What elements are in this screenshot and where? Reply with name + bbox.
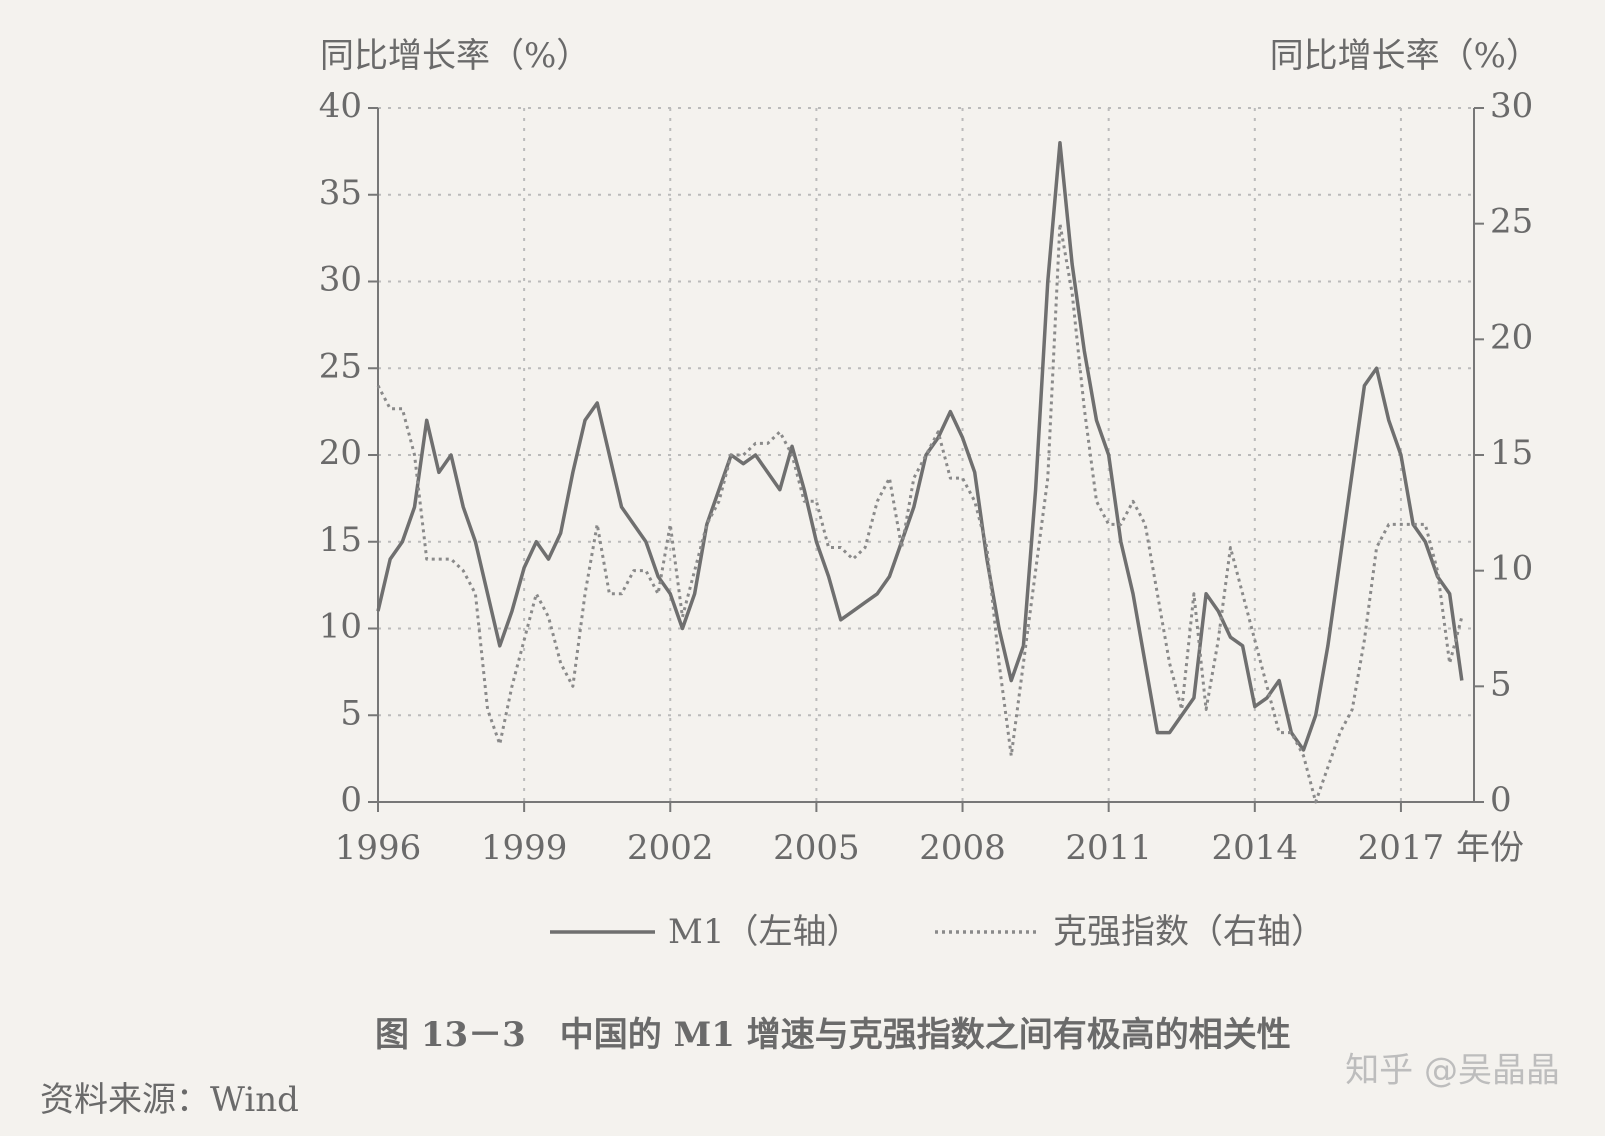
legend-label: M1（左轴） <box>668 912 860 952</box>
y2-tick-label: 15 <box>1490 433 1533 473</box>
x-tick-label: 2005 <box>773 828 860 868</box>
x-tick-label: 1999 <box>481 828 568 868</box>
x-tick-label: 2002 <box>627 828 714 868</box>
series-line <box>376 140 1464 752</box>
y-tick-label: 30 <box>319 260 362 300</box>
y-tick-label: 25 <box>319 346 362 386</box>
y2-tick-label: 0 <box>1490 780 1512 820</box>
series-line <box>376 222 1464 804</box>
y-tick-label: 20 <box>319 433 362 473</box>
source: 资料来源：Wind <box>40 1080 299 1120</box>
legend-label: 克强指数（右轴） <box>1053 912 1325 952</box>
y-axis-label: 同比增长率（%） <box>320 36 590 76</box>
y2-tick-label: 20 <box>1490 317 1533 357</box>
watermark: 知乎 @吴晶晶 <box>1345 1051 1560 1091</box>
y2-axis-label: 同比增长率（%） <box>1270 36 1540 76</box>
x-tick-label: 2008 <box>919 828 1006 868</box>
x-tick-label: 2014 <box>1212 828 1299 868</box>
x-tick-label: 1996 <box>335 828 422 868</box>
y2-tick-label: 25 <box>1490 202 1533 242</box>
y2-tick-label: 10 <box>1490 549 1533 589</box>
y-tick-label: 0 <box>340 780 362 820</box>
y-tick-label: 15 <box>319 520 362 560</box>
y-tick-label: 35 <box>319 173 362 213</box>
y-tick-label: 5 <box>340 693 362 733</box>
x-tick-label: 2011 <box>1065 828 1152 868</box>
y-tick-label: 40 <box>319 86 362 126</box>
y-tick-label: 10 <box>319 607 362 647</box>
caption: 图 13－3 中国的 M1 增速与克强指数之间有极高的相关性 <box>375 1015 1291 1055</box>
y2-tick-label: 5 <box>1490 664 1512 704</box>
y2-tick-label: 30 <box>1490 86 1533 126</box>
x-tick-label: 2017 <box>1358 828 1445 868</box>
x-axis-label: 年份 <box>1456 828 1524 868</box>
